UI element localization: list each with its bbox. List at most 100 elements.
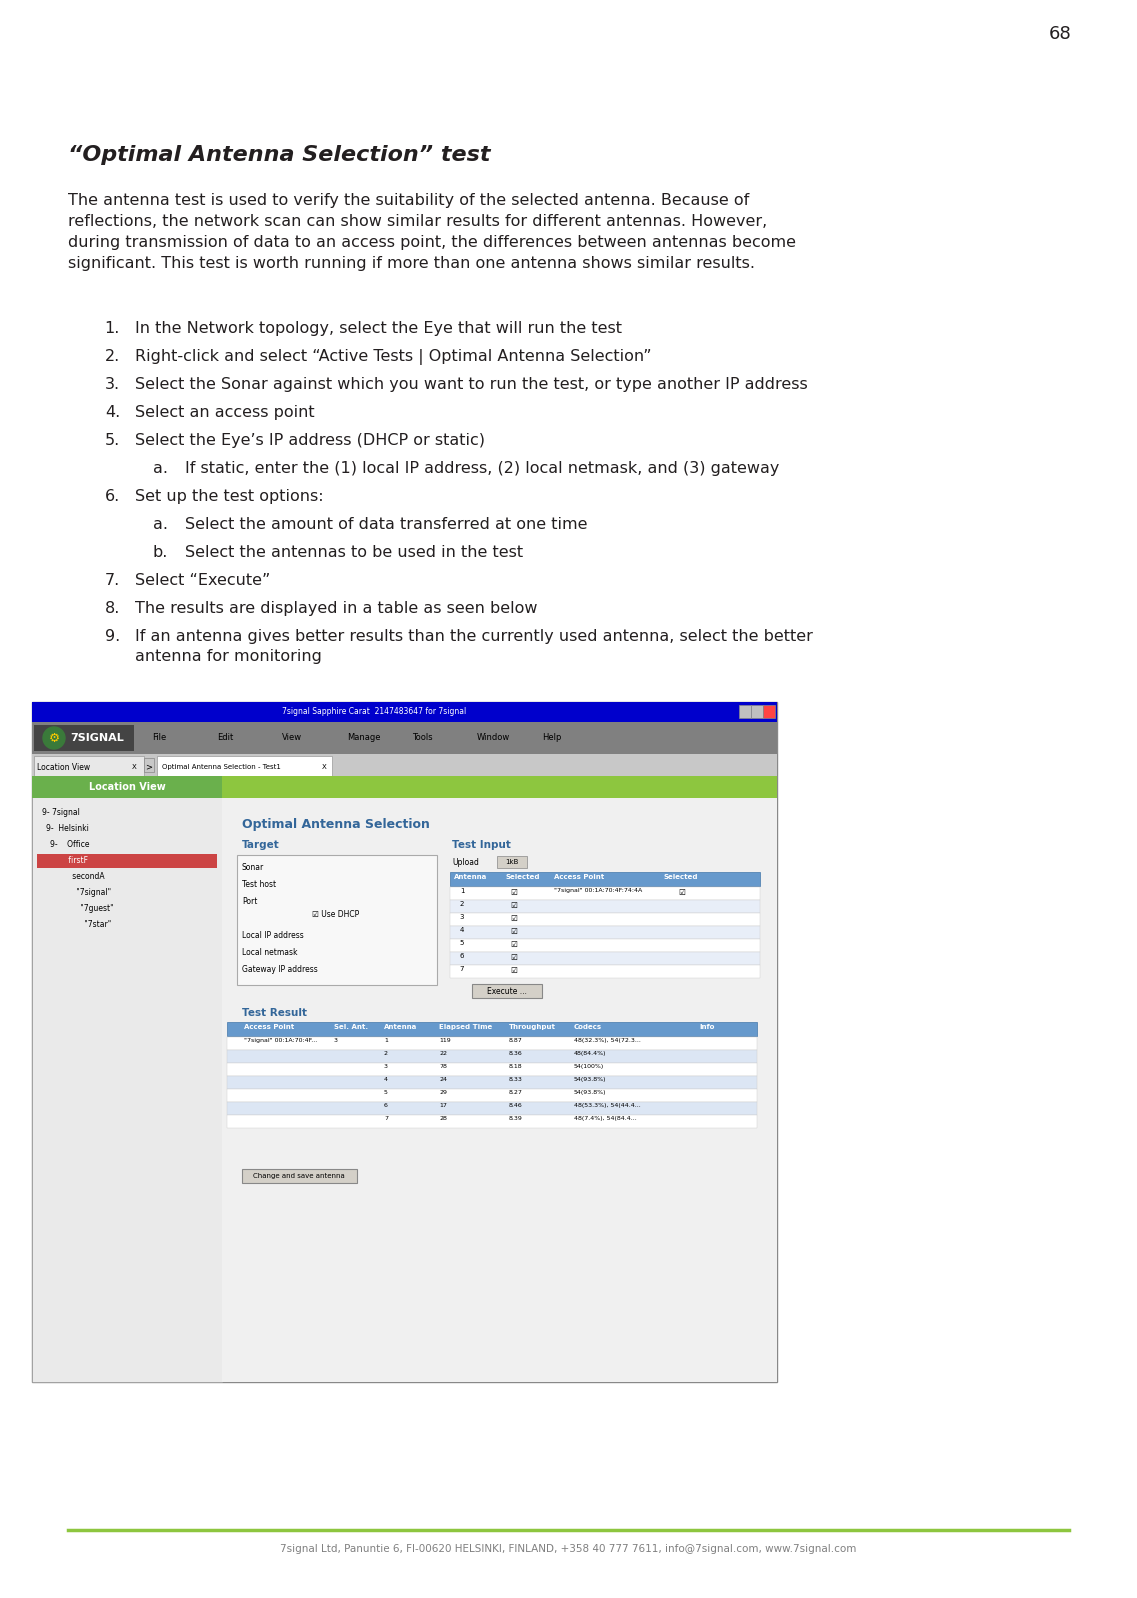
Text: 9- 7signal: 9- 7signal bbox=[42, 809, 80, 817]
Text: Info: Info bbox=[699, 1024, 714, 1031]
Text: 7.: 7. bbox=[105, 574, 121, 588]
Text: 4: 4 bbox=[384, 1077, 388, 1082]
Bar bbox=[222, 777, 777, 797]
Text: 2: 2 bbox=[459, 901, 464, 908]
Text: 7signal Ltd, Panuntie 6, FI-00620 HELSINKI, FINLAND, +358 40 777 7611, info@7sig: 7signal Ltd, Panuntie 6, FI-00620 HELSIN… bbox=[281, 1544, 856, 1553]
Text: 7: 7 bbox=[459, 967, 464, 972]
Text: Change and save antenna: Change and save antenna bbox=[254, 1173, 345, 1179]
Text: ☑: ☑ bbox=[511, 940, 517, 949]
Text: 119: 119 bbox=[439, 1039, 450, 1043]
Text: Port: Port bbox=[242, 896, 257, 906]
Bar bbox=[472, 984, 542, 999]
Bar bbox=[450, 925, 760, 940]
Text: 48(7.4%), 54(84.4...: 48(7.4%), 54(84.4... bbox=[574, 1115, 637, 1122]
Bar bbox=[32, 777, 222, 797]
Bar bbox=[450, 873, 760, 885]
Text: 54(100%): 54(100%) bbox=[574, 1064, 604, 1069]
Text: ☑: ☑ bbox=[511, 888, 517, 896]
Text: 8.33: 8.33 bbox=[509, 1077, 523, 1082]
Text: Selected: Selected bbox=[664, 874, 698, 880]
Text: Gateway IP address: Gateway IP address bbox=[242, 965, 317, 975]
Bar bbox=[236, 855, 437, 984]
Text: 7: 7 bbox=[384, 1115, 388, 1122]
Text: a.: a. bbox=[153, 518, 168, 532]
Bar bbox=[227, 1075, 757, 1088]
Text: Select the Eye’s IP address (DHCP or static): Select the Eye’s IP address (DHCP or sta… bbox=[135, 433, 485, 447]
Text: Select the Sonar against which you want to run the test, or type another IP addr: Select the Sonar against which you want … bbox=[135, 377, 807, 392]
Text: Antenna: Antenna bbox=[454, 874, 488, 880]
Text: Elapsed Time: Elapsed Time bbox=[439, 1024, 492, 1031]
Text: 3.: 3. bbox=[105, 377, 121, 392]
Text: 4: 4 bbox=[459, 927, 464, 933]
Text: 2: 2 bbox=[384, 1051, 388, 1056]
Text: If an antenna gives better results than the currently used antenna, select the b: If an antenna gives better results than … bbox=[135, 630, 813, 663]
Text: 6: 6 bbox=[384, 1103, 388, 1107]
Text: 5: 5 bbox=[459, 940, 464, 946]
Text: ⚙: ⚙ bbox=[49, 732, 59, 745]
Text: 3: 3 bbox=[459, 914, 464, 920]
Text: Access Point: Access Point bbox=[554, 874, 604, 880]
Text: Antenna: Antenna bbox=[384, 1024, 417, 1031]
Bar bbox=[34, 756, 144, 777]
Text: 5: 5 bbox=[384, 1090, 388, 1095]
Text: Select the antennas to be used in the test: Select the antennas to be used in the te… bbox=[185, 545, 523, 559]
Bar bbox=[752, 705, 763, 718]
Text: Location View: Location View bbox=[38, 762, 90, 772]
Bar bbox=[763, 705, 775, 718]
Text: The results are displayed in a table as seen below: The results are displayed in a table as … bbox=[135, 601, 538, 615]
Text: Optimal Antenna Selection: Optimal Antenna Selection bbox=[242, 818, 430, 831]
Text: Right-click and select “Active Tests | Optimal Antenna Selection”: Right-click and select “Active Tests | O… bbox=[135, 348, 652, 364]
Text: ☑ Use DHCP: ☑ Use DHCP bbox=[312, 909, 359, 919]
Text: View: View bbox=[282, 733, 302, 743]
Text: In the Network topology, select the Eye that will run the test: In the Network topology, select the Eye … bbox=[135, 321, 622, 336]
Text: 7SIGNAL: 7SIGNAL bbox=[70, 733, 124, 743]
Text: Select the amount of data transferred at one time: Select the amount of data transferred at… bbox=[185, 518, 588, 532]
Text: ☑: ☑ bbox=[511, 952, 517, 962]
Text: ☑: ☑ bbox=[511, 914, 517, 924]
Text: ☑: ☑ bbox=[511, 927, 517, 936]
Text: "7star": "7star" bbox=[70, 920, 111, 928]
Text: 1.: 1. bbox=[105, 321, 121, 336]
Bar bbox=[32, 754, 777, 777]
Text: >: > bbox=[146, 762, 152, 772]
Text: "7signal" 00:1A:70:4F...: "7signal" 00:1A:70:4F... bbox=[244, 1039, 317, 1043]
Text: Local IP address: Local IP address bbox=[242, 932, 304, 940]
Text: Codecs: Codecs bbox=[574, 1024, 603, 1031]
Text: 29: 29 bbox=[439, 1090, 447, 1095]
Bar bbox=[222, 797, 777, 1382]
Text: 24: 24 bbox=[439, 1077, 447, 1082]
Text: 2.: 2. bbox=[105, 348, 121, 364]
Text: The antenna test is used to verify the suitability of the selected antenna. Beca: The antenna test is used to verify the s… bbox=[68, 193, 796, 272]
Bar bbox=[227, 1103, 757, 1115]
Bar bbox=[32, 722, 777, 754]
Text: Target: Target bbox=[242, 841, 280, 850]
Text: 3: 3 bbox=[334, 1039, 338, 1043]
Text: Tools: Tools bbox=[412, 733, 432, 743]
Text: Edit: Edit bbox=[217, 733, 233, 743]
Text: Execute ...: Execute ... bbox=[487, 986, 526, 996]
Text: secondA: secondA bbox=[58, 873, 105, 880]
Text: "7guest": "7guest" bbox=[66, 904, 114, 912]
Text: Access Point: Access Point bbox=[244, 1024, 294, 1031]
Bar bbox=[450, 912, 760, 925]
Text: Test host: Test host bbox=[242, 880, 276, 888]
Text: File: File bbox=[152, 733, 166, 743]
Text: 8.87: 8.87 bbox=[509, 1039, 523, 1043]
Bar bbox=[32, 702, 777, 722]
Text: 78: 78 bbox=[439, 1064, 447, 1069]
Bar bbox=[32, 702, 777, 1382]
Text: Manage: Manage bbox=[347, 733, 381, 743]
Bar bbox=[450, 887, 760, 900]
Text: Location View: Location View bbox=[89, 781, 165, 793]
Text: Select an access point: Select an access point bbox=[135, 404, 315, 420]
Bar bbox=[739, 705, 752, 718]
Text: 4.: 4. bbox=[105, 404, 121, 420]
Text: Optimal Antenna Selection - Test1: Optimal Antenna Selection - Test1 bbox=[161, 764, 281, 770]
Bar bbox=[157, 756, 332, 777]
Text: 8.: 8. bbox=[105, 601, 121, 615]
Text: If static, enter the (1) local IP address, (2) local netmask, and (3) gateway: If static, enter the (1) local IP addres… bbox=[185, 460, 779, 476]
Text: 7signal Sapphire Carat  2147483647 for 7signal: 7signal Sapphire Carat 2147483647 for 7s… bbox=[282, 708, 466, 716]
Text: 8.46: 8.46 bbox=[509, 1103, 523, 1107]
Text: X: X bbox=[322, 764, 326, 770]
Bar bbox=[34, 725, 134, 751]
